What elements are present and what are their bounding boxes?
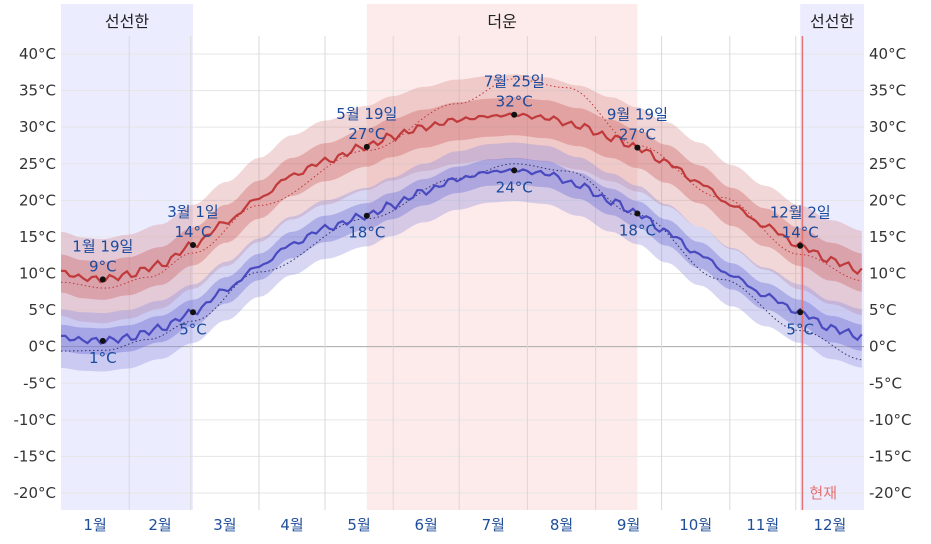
high-inner-band — [61, 97, 862, 300]
annotation-value: 24°C — [496, 178, 533, 196]
y-tick-label-right: 30°C — [869, 118, 906, 136]
annotation-date: 5월 19일 — [336, 105, 397, 123]
annotation-value: 27°C — [619, 126, 656, 144]
y-tick-label-right: 25°C — [869, 155, 906, 173]
annotation-point-high — [797, 242, 804, 249]
x-tick-label: 12월 — [813, 516, 846, 534]
annotation-point-low — [634, 210, 641, 217]
annotation-value: 18°C — [348, 224, 385, 242]
y-tick-label-right: 15°C — [869, 228, 906, 246]
y-tick-label-left: -10°C — [14, 411, 56, 429]
x-tick-label: 11월 — [746, 516, 779, 534]
annotation-point-high — [190, 241, 196, 248]
y-tick-label-right: 10°C — [869, 265, 906, 283]
annotation-date: 12월 2일 — [770, 204, 831, 222]
annotation-date: 1월 19일 — [72, 237, 133, 255]
now-label: 현재 — [809, 484, 837, 502]
y-tick-label-right: 0°C — [869, 338, 897, 356]
annotation-point-low — [511, 167, 518, 174]
annotation-point-high — [634, 144, 641, 151]
y-tick-label-left: 5°C — [28, 301, 56, 319]
x-tick-label: 2월 — [148, 516, 171, 534]
annotation-value: 5°C — [179, 320, 207, 338]
annotation-value: 14°C — [782, 224, 819, 242]
x-tick-label: 7월 — [482, 516, 505, 534]
y-tick-label-left: -20°C — [14, 484, 56, 502]
annotation-value: 1°C — [89, 349, 117, 367]
annotation-date: 7월 25일 — [484, 73, 545, 91]
labels: 선선한 더운 선선한 40°C 40°C 35°C 35°C 30°C 30°C 25°C 25°C… — [14, 12, 912, 534]
high-dotted-trace — [60, 78, 862, 289]
grid — [61, 36, 864, 510]
season-bands — [61, 4, 864, 510]
x-tick-label: 10월 — [679, 516, 712, 534]
high-outer-band — [61, 74, 862, 324]
x-tick-label: 9월 — [617, 516, 640, 534]
y-tick-label-right: -10°C — [869, 411, 911, 429]
y-tick-label-left: 0°C — [28, 338, 56, 356]
annotation-value: 14°C — [174, 223, 211, 241]
y-tick-label-right: -15°C — [869, 447, 911, 465]
x-tick-label: 5월 — [347, 516, 370, 534]
x-tick-label: 8월 — [550, 516, 573, 534]
x-tick-label: 3월 — [213, 516, 236, 534]
y-tick-label-left: 10°C — [19, 265, 56, 283]
y-tick-label-right: 5°C — [869, 301, 897, 319]
annotation-points — [99, 111, 804, 344]
annotation-value: 32°C — [496, 93, 533, 111]
y-tick-label-right: 40°C — [869, 45, 906, 63]
annotation-date: 3월 1일 — [167, 203, 218, 221]
y-tick-label-left: 15°C — [19, 228, 56, 246]
annotation-point-low — [190, 309, 196, 316]
annotation-value: 5°C — [786, 320, 814, 338]
y-tick-label-left: 30°C — [19, 118, 56, 136]
x-tick-label: 6월 — [415, 516, 438, 534]
y-tick-label-left: 35°C — [19, 82, 56, 100]
annotation-value: 18°C — [619, 222, 656, 240]
y-tick-label-right: 35°C — [869, 82, 906, 100]
annotation-date: 9월 19일 — [607, 106, 668, 124]
y-tick-label-left: 40°C — [19, 45, 56, 63]
annotation-point-high — [363, 143, 370, 150]
y-tick-label-left: 20°C — [19, 191, 56, 209]
season-label: 선선한 — [810, 12, 854, 31]
y-tick-label-left: -5°C — [23, 374, 56, 392]
annotation-value: 9°C — [89, 257, 117, 275]
y-tick-label-right: -5°C — [869, 374, 902, 392]
x-tick-label: 4월 — [280, 516, 303, 534]
annotation-point-low — [99, 337, 106, 344]
season-label: 더운 — [487, 12, 516, 31]
x-tick-label: 1월 — [83, 516, 106, 534]
y-tick-label-left: -15°C — [14, 447, 56, 465]
annotation-value: 27°C — [348, 125, 385, 143]
y-tick-label-right: -20°C — [869, 484, 911, 502]
annotation-point-high — [99, 276, 106, 283]
annotation-point-low — [363, 212, 370, 219]
season-band-hot — [366, 4, 638, 510]
annotation-point-high — [511, 111, 518, 118]
season-label: 선선한 — [105, 12, 149, 31]
annotation-point-low — [797, 309, 804, 316]
y-tick-label-left: 25°C — [19, 155, 56, 173]
y-tick-label-right: 20°C — [869, 191, 906, 209]
